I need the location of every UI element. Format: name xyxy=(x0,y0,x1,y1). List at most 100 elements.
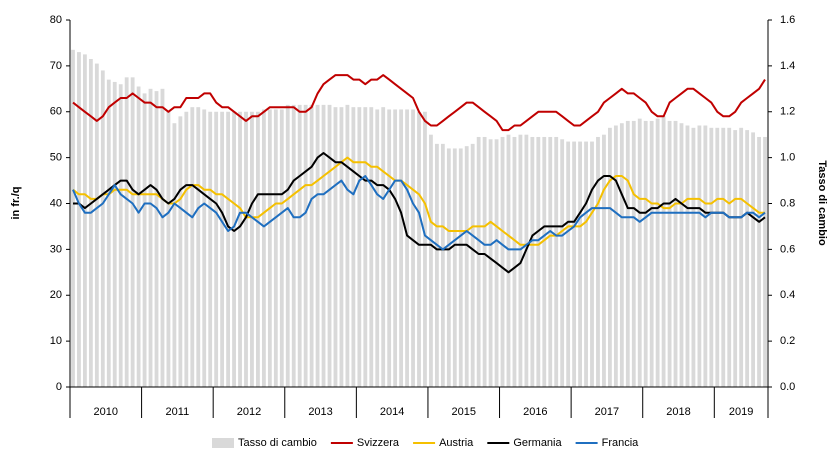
bar xyxy=(381,107,386,387)
y2-tick-label: 1.0 xyxy=(780,152,795,164)
bar xyxy=(142,93,147,388)
bar xyxy=(202,109,207,388)
bar xyxy=(261,109,266,388)
bar xyxy=(244,111,248,387)
y-tick-label: 40 xyxy=(50,197,62,209)
x-tick-label: 2017 xyxy=(595,406,619,418)
bar xyxy=(637,118,642,387)
line xyxy=(73,152,766,274)
bar xyxy=(542,136,547,387)
x-tick-label: 2010 xyxy=(94,406,118,418)
bar xyxy=(625,120,630,388)
bar xyxy=(667,120,672,388)
bar xyxy=(709,127,714,388)
bar xyxy=(172,123,177,387)
bar xyxy=(458,148,463,387)
bar xyxy=(434,143,439,387)
y2-tick-label: 0.8 xyxy=(780,197,795,209)
bar xyxy=(631,120,636,388)
bar xyxy=(160,88,165,387)
bar xyxy=(238,111,242,387)
bar xyxy=(405,109,409,388)
x-tick-label: 2011 xyxy=(166,406,190,418)
bar xyxy=(387,109,392,388)
bar xyxy=(136,86,141,388)
bar xyxy=(673,120,678,388)
bar xyxy=(733,130,738,387)
bar xyxy=(596,136,600,387)
bar xyxy=(333,107,338,387)
bar xyxy=(250,111,254,387)
bar xyxy=(649,120,654,388)
bar xyxy=(94,63,99,388)
bar xyxy=(83,54,87,387)
y2-tick-label: 1.2 xyxy=(780,106,795,118)
bar xyxy=(727,127,732,388)
y-tick-label: 10 xyxy=(50,335,62,347)
bar xyxy=(178,116,183,388)
bar xyxy=(351,107,356,387)
bar xyxy=(124,77,129,387)
bar xyxy=(399,109,404,388)
bar xyxy=(548,136,553,387)
bar xyxy=(363,107,368,387)
x-tick-label: 2018 xyxy=(666,406,690,418)
bar xyxy=(106,79,111,387)
legend-label: Germania xyxy=(513,437,562,449)
bar xyxy=(369,107,374,387)
legend-label: Svizzera xyxy=(357,437,400,449)
bar xyxy=(357,107,362,387)
bar xyxy=(524,134,529,387)
bar xyxy=(488,139,493,387)
y-tick-label: 60 xyxy=(50,106,62,118)
line xyxy=(72,74,766,132)
bar xyxy=(506,134,511,387)
bar xyxy=(530,136,535,387)
bar xyxy=(226,111,231,387)
x-tick-label: 2014 xyxy=(380,406,404,418)
bar xyxy=(77,52,81,388)
bar xyxy=(643,120,648,388)
bar xyxy=(715,127,720,388)
bar xyxy=(130,77,135,387)
bar xyxy=(279,109,284,388)
line xyxy=(72,156,765,246)
bar xyxy=(184,111,189,387)
bar xyxy=(566,141,571,387)
bar xyxy=(470,143,475,387)
bar xyxy=(417,111,421,387)
bar xyxy=(423,111,427,387)
bar xyxy=(273,109,278,388)
bar xyxy=(285,104,290,388)
bar xyxy=(446,148,451,387)
bar xyxy=(267,109,272,388)
bar xyxy=(411,109,415,388)
legend-swatch xyxy=(212,438,234,448)
y2-tick-label: 1.4 xyxy=(780,60,795,72)
bar xyxy=(739,127,744,388)
x-tick-label: 2012 xyxy=(237,406,261,418)
bar xyxy=(375,109,380,388)
bar xyxy=(691,127,696,388)
bar xyxy=(214,111,219,387)
bar xyxy=(345,104,350,388)
bar xyxy=(613,125,618,387)
bar xyxy=(452,148,457,387)
bar xyxy=(619,123,624,387)
bar xyxy=(763,136,767,387)
bar xyxy=(536,136,541,387)
bar xyxy=(88,58,93,388)
bar xyxy=(560,139,565,387)
y-tick-label: 30 xyxy=(50,243,62,255)
bar xyxy=(697,125,702,387)
bar xyxy=(220,111,225,387)
bar xyxy=(291,104,296,388)
bar xyxy=(661,116,666,388)
bar xyxy=(476,136,481,387)
y2-axis-title: Tasso di cambio xyxy=(816,160,828,246)
bar xyxy=(393,109,398,388)
bar xyxy=(112,81,117,388)
bar xyxy=(327,104,332,388)
bar xyxy=(315,104,320,388)
